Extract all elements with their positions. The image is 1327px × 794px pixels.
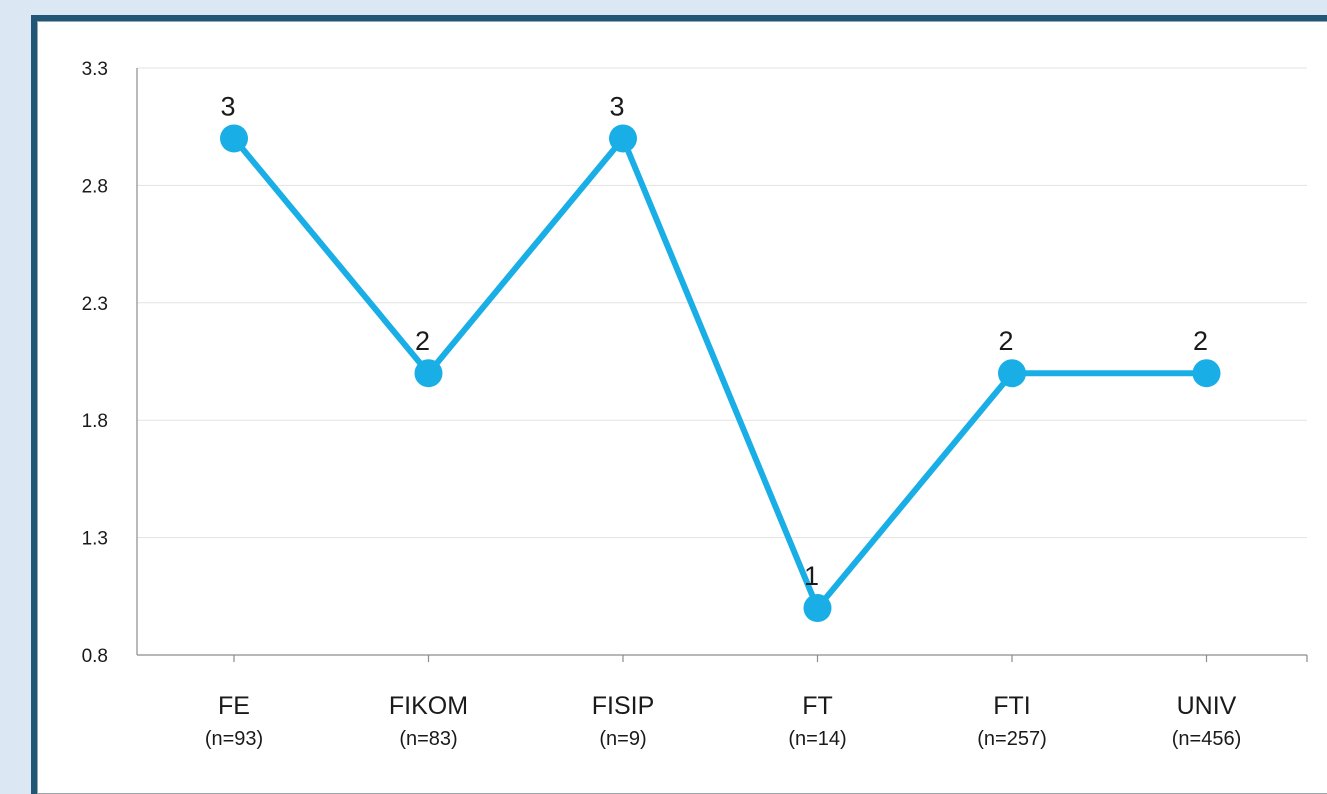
data-label: 3 — [609, 91, 624, 121]
data-point — [609, 124, 637, 153]
x-tick-label: FT — [802, 692, 833, 720]
y-tick-label: 2.8 — [82, 176, 108, 197]
y-tick-label: 2.3 — [82, 294, 108, 315]
data-label: 3 — [220, 91, 235, 121]
chart-frame — [31, 15, 1327, 794]
series-layer — [220, 124, 1221, 623]
y-tick-label: 3.3 — [82, 59, 108, 80]
data-label: 2 — [1193, 326, 1208, 356]
data-point — [220, 124, 248, 153]
data-label: 2 — [998, 326, 1013, 356]
x-tick-label: UNIV — [1177, 692, 1237, 720]
data-label: 2 — [415, 326, 430, 356]
y-tick-label: 1.3 — [82, 529, 108, 550]
y-tick-label: 0.8 — [82, 646, 108, 667]
x-tick-sublabel: (n=9) — [599, 728, 646, 750]
data-point — [1192, 359, 1221, 388]
data-point — [803, 594, 832, 623]
y-axis-tick-labels: 0.8 1.3 1.8 2.3 2.8 3.3 — [82, 59, 108, 667]
series-line — [231, 132, 1207, 614]
x-tick-sublabel: (n=257) — [977, 728, 1047, 750]
data-labels: 3 2 3 1 2 2 — [220, 91, 1208, 591]
gridlines — [137, 67, 1307, 539]
x-tick-label: FTI — [993, 692, 1031, 720]
x-tick-sublabel: (n=14) — [788, 728, 846, 750]
x-tick-sublabel: (n=83) — [399, 728, 457, 750]
data-point — [998, 359, 1026, 388]
y-tick-label: 1.8 — [82, 411, 108, 432]
x-axis-tick-labels: FE (n=93) FIKOM (n=83) FISIP (n=9) FT (n=14) FTI… — [205, 692, 1241, 750]
data-point — [414, 359, 443, 388]
x-tick-sublabel: (n=93) — [205, 728, 263, 750]
x-tick-label: FISIP — [592, 692, 655, 720]
axes — [136, 68, 1308, 662]
x-tick-sublabel: (n=456) — [1172, 728, 1242, 750]
x-tick-label: FIKOM — [389, 692, 468, 720]
x-tick-label: FE — [218, 692, 250, 720]
data-label: 1 — [804, 561, 819, 591]
chart-panel — [37, 21, 1327, 794]
